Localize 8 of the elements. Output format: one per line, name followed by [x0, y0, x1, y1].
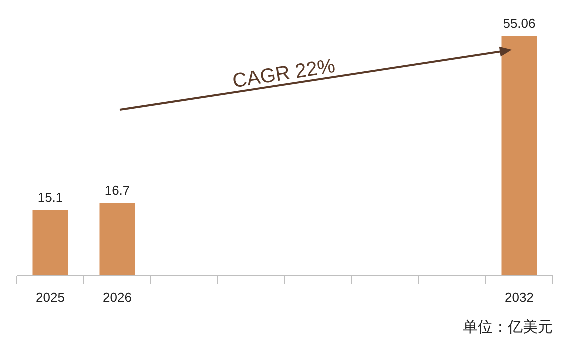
data-label: 16.7 [104, 183, 130, 198]
annotation: CAGR 22% [231, 55, 338, 93]
x-tick-label: 2032 [505, 290, 534, 305]
x-tick-label: 2025 [36, 290, 65, 305]
data-label: 55.06 [503, 16, 536, 31]
data-label: 15.1 [38, 190, 64, 206]
text: 单位：亿美元 [463, 319, 553, 336]
x-tick-label: 2026 [103, 290, 132, 305]
